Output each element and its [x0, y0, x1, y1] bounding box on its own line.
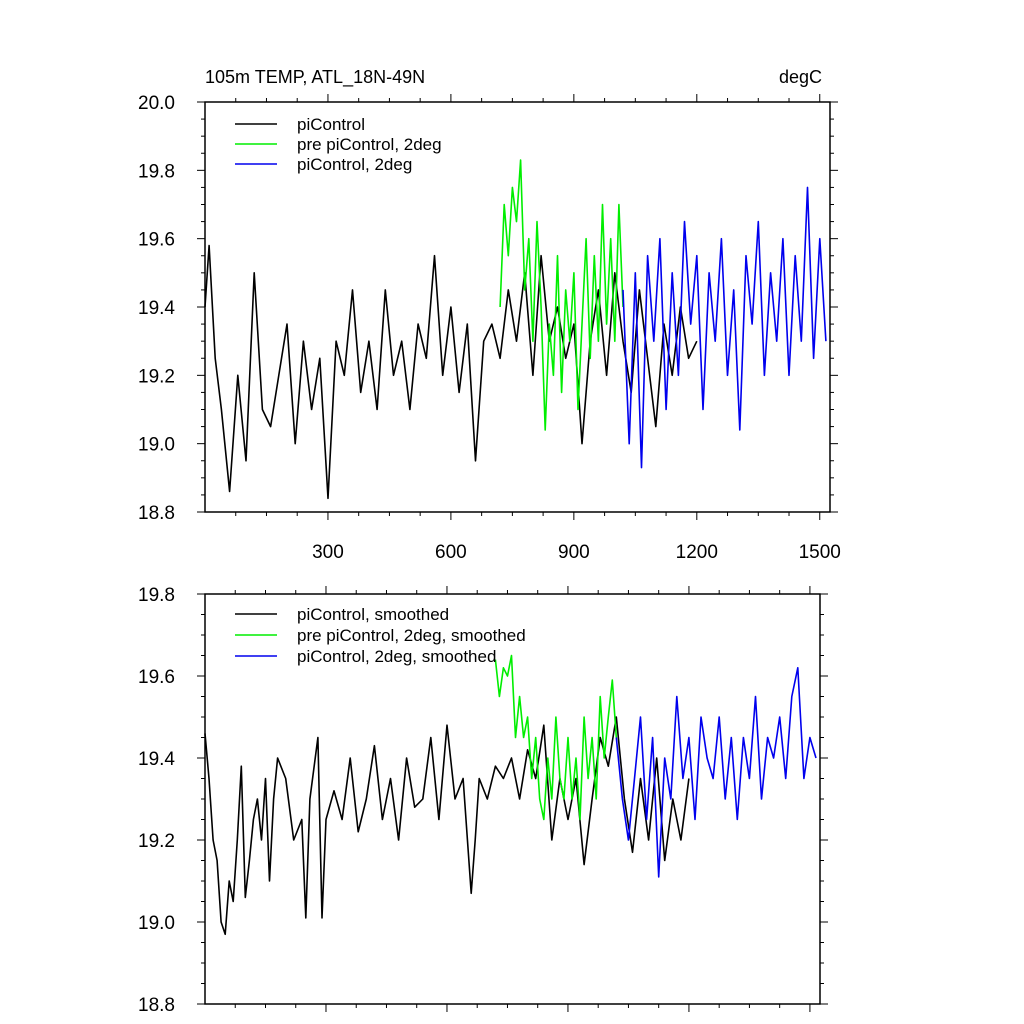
y-tick-label: 19.2 — [138, 831, 175, 852]
series-line-0 — [204, 716, 690, 936]
bottom-data-series — [204, 654, 817, 936]
y-tick-label: 19.0 — [138, 435, 175, 456]
bottom-legend: piControl, smoothed pre piControl, 2deg, … — [235, 605, 526, 666]
y-tick-label: 20.0 — [138, 93, 175, 114]
legend-label: piControl, smoothed — [297, 605, 449, 624]
y-tick-label: 19.8 — [138, 585, 175, 606]
x-tick-label: 1200 — [676, 542, 718, 563]
top-axis-ticks: 18.8 19.0 19.2 19.4 19.6 19.8 20.0 300 600 900 120… — [138, 93, 841, 563]
y-tick-label: 19.6 — [138, 230, 175, 251]
y-tick-label: 18.8 — [138, 995, 175, 1016]
legend-label: piControl, 2deg, smoothed — [297, 647, 496, 666]
y-tick-label: 19.4 — [138, 749, 175, 770]
x-tick-label: 900 — [558, 542, 590, 563]
y-tick-label: 19.0 — [138, 913, 175, 934]
bottom-panel: 18.8 19.0 19.2 19.4 19.6 19.8 piControl, smoo… — [138, 585, 828, 1016]
x-tick-label: 1500 — [799, 542, 841, 563]
series-line-2 — [622, 186, 827, 469]
series-line-2 — [615, 666, 817, 878]
y-tick-label: 19.6 — [138, 667, 175, 688]
y-tick-label: 19.8 — [138, 161, 175, 182]
top-data-series — [204, 159, 827, 500]
series-line-1 — [494, 654, 618, 821]
legend-label: piControl — [297, 115, 365, 134]
top-plot-units: degC — [779, 67, 822, 87]
y-tick-label: 19.2 — [138, 366, 175, 387]
legend-label: pre piControl, 2deg — [297, 135, 442, 154]
legend-label: piControl, 2deg — [297, 155, 412, 174]
series-line-0 — [204, 244, 698, 500]
y-tick-label: 19.4 — [138, 298, 175, 319]
x-tick-label: 600 — [435, 542, 467, 563]
x-tick-label: 300 — [312, 542, 344, 563]
bottom-axis-ticks: 18.8 19.0 19.2 19.4 19.6 19.8 — [138, 585, 828, 1016]
series-line-1 — [499, 159, 624, 431]
legend-label: pre piControl, 2deg, smoothed — [297, 626, 526, 645]
top-plot-title: 105m TEMP, ATL_18N-49N — [205, 67, 425, 88]
top-panel: 105m TEMP, ATL_18N-49N degC 18.8 19.0 19.2… — [138, 67, 841, 563]
y-tick-label: 18.8 — [138, 503, 175, 524]
